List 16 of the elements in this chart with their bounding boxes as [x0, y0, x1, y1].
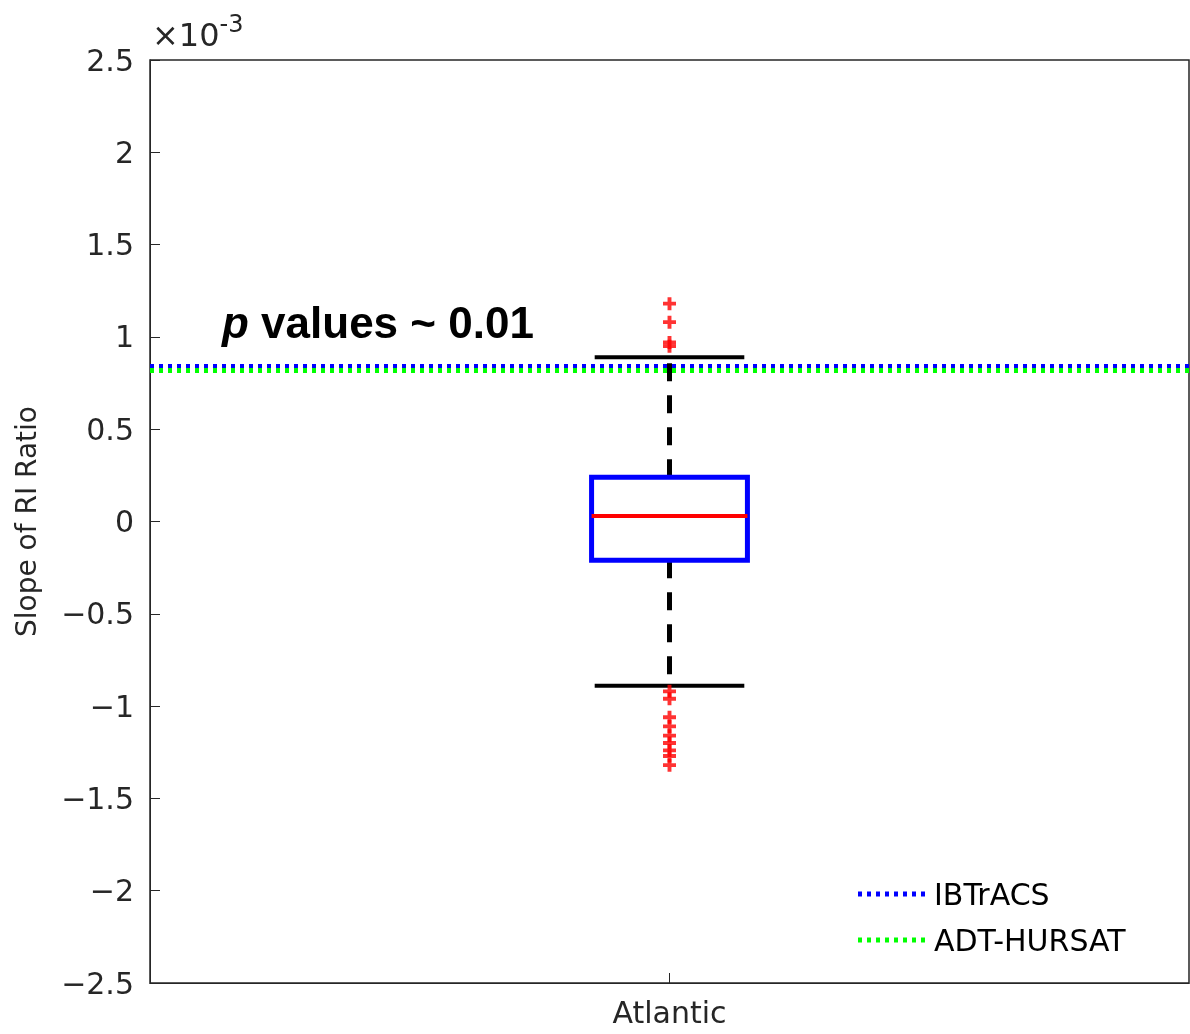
y-tick-label: −1: [89, 688, 134, 724]
y-axis-title: Slope of RI Ratio: [9, 406, 43, 637]
y-tick-label: 0: [114, 504, 134, 539]
y-tick-label: 2.5: [86, 42, 134, 78]
y-tick-label: −1.5: [61, 780, 134, 816]
annotation: p values ~ 0.01: [221, 297, 534, 347]
y-tick-label: 1.5: [86, 227, 134, 263]
legend-label: IBTrACS: [934, 876, 1050, 912]
y-tick-label: 2: [114, 134, 134, 170]
y-tick-label: −2.5: [61, 965, 134, 1001]
y-tick-label: −2: [89, 873, 134, 909]
y-tick-label: 1: [114, 319, 134, 355]
x-tick-label: Atlantic: [612, 994, 727, 1030]
y-tick-label: −0.5: [61, 596, 134, 632]
y-tick-label: 0.5: [86, 411, 134, 447]
legend-label: ADT-HURSAT: [934, 922, 1127, 958]
